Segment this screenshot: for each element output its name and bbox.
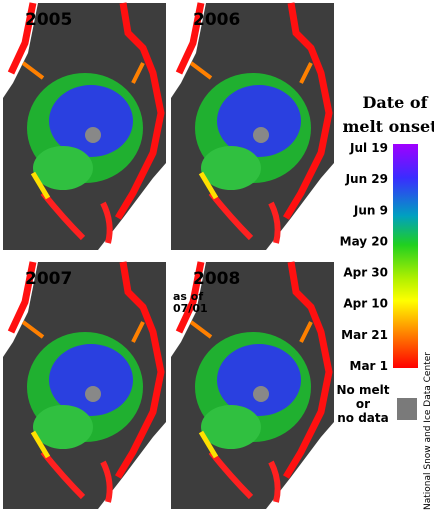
credit: National Snow and Ice Data Center (423, 352, 433, 510)
colorbar-tick-label: Jul 19 (349, 141, 388, 155)
colorbar-tick-label: May 20 (340, 234, 388, 248)
panel-year: 2007 (25, 269, 72, 289)
map-image (3, 262, 166, 509)
colorbar-ticks: Jul 19 Jun 29 Jun 9 May 20 Apr 30 Apr 10 Mar 2… (340, 141, 388, 373)
panel-note: as of (173, 290, 203, 303)
map-image (171, 3, 334, 250)
legend-title: melt onset (342, 117, 434, 136)
colorbar-tick-label: Mar 21 (341, 328, 388, 342)
no-data-label: no data (337, 411, 389, 425)
colorbar-tick-label: Jun 9 (353, 203, 388, 217)
no-data-label: No melt (337, 383, 390, 397)
colorbar-tick-label: Apr 10 (343, 297, 388, 311)
colorbar-tick-label: Mar 1 (350, 359, 388, 373)
panel-year: 2008 (193, 269, 240, 289)
no-data-swatch (397, 398, 417, 420)
colorbar-tick-label: Jun 29 (345, 172, 388, 186)
panel-year: 2006 (193, 10, 240, 30)
map-image (3, 3, 166, 250)
colorbar-tick-label: Apr 30 (343, 266, 388, 280)
panel-note: 07/01 (173, 302, 208, 315)
colorbar (393, 144, 418, 368)
map-panel: 2007 (3, 262, 166, 509)
map-panel: 2006 (171, 3, 334, 250)
legend-title: Date of (363, 93, 429, 112)
panel-year: 2005 (25, 10, 72, 30)
map-panel: 2005 (3, 3, 166, 250)
no-data-label: or (356, 397, 370, 411)
